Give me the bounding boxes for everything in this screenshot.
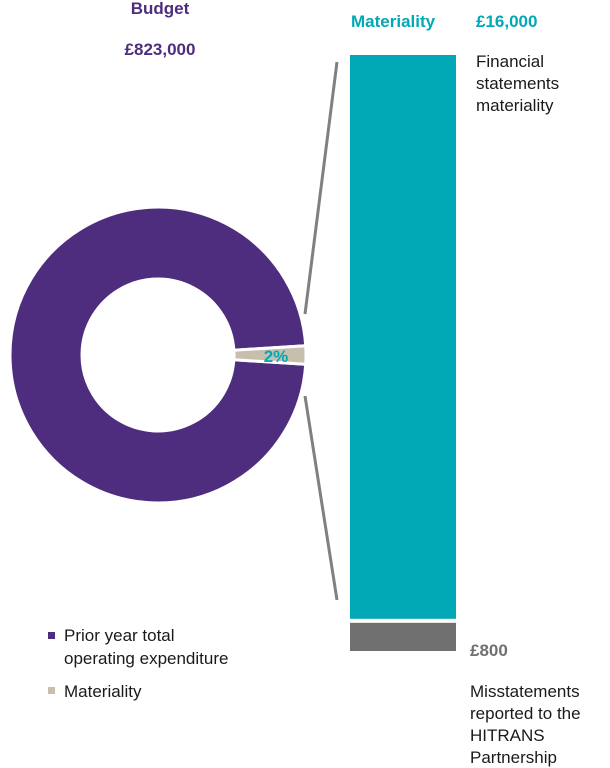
misstatement-line-4: Partnership bbox=[470, 748, 557, 767]
legend-label-materiality: Materiality bbox=[64, 682, 142, 701]
connector-line-top bbox=[303, 61, 339, 315]
stacked-bar bbox=[350, 55, 456, 651]
legend-swatch-materiality bbox=[48, 687, 55, 694]
donut-chart bbox=[8, 205, 308, 505]
donut-slice-expenditure bbox=[8, 205, 308, 505]
misstatement-line-2: reported to the bbox=[470, 704, 581, 723]
budget-amount: £823,000 bbox=[125, 40, 196, 59]
materiality-header-amount: £16,000 bbox=[476, 12, 537, 31]
misstatement-line-1: Misstatements bbox=[470, 682, 580, 701]
financial-note-line-1: Financial bbox=[476, 52, 544, 71]
donut-slice-materiality bbox=[232, 344, 308, 366]
donut-slice-label-materiality: 2% bbox=[264, 347, 289, 366]
legend-label-expenditure-line-2: operating expenditure bbox=[64, 649, 228, 668]
budget-title: Budget bbox=[131, 0, 190, 18]
legend-swatch-expenditure bbox=[48, 632, 55, 639]
bar-segment-misstatements bbox=[350, 622, 456, 651]
materiality-header-label: Materiality bbox=[351, 12, 436, 31]
financial-note-line-3: materiality bbox=[476, 96, 554, 115]
misstatement-amount: £800 bbox=[470, 641, 508, 660]
legend: Prior year total operating expenditure M… bbox=[48, 626, 228, 701]
financial-note-line-2: statements bbox=[476, 74, 559, 93]
legend-label-expenditure-line-1: Prior year total bbox=[64, 626, 175, 645]
connector-line-bottom bbox=[303, 395, 339, 601]
bar-segment-materiality bbox=[350, 55, 456, 619]
misstatement-line-3: HITRANS bbox=[470, 726, 545, 745]
